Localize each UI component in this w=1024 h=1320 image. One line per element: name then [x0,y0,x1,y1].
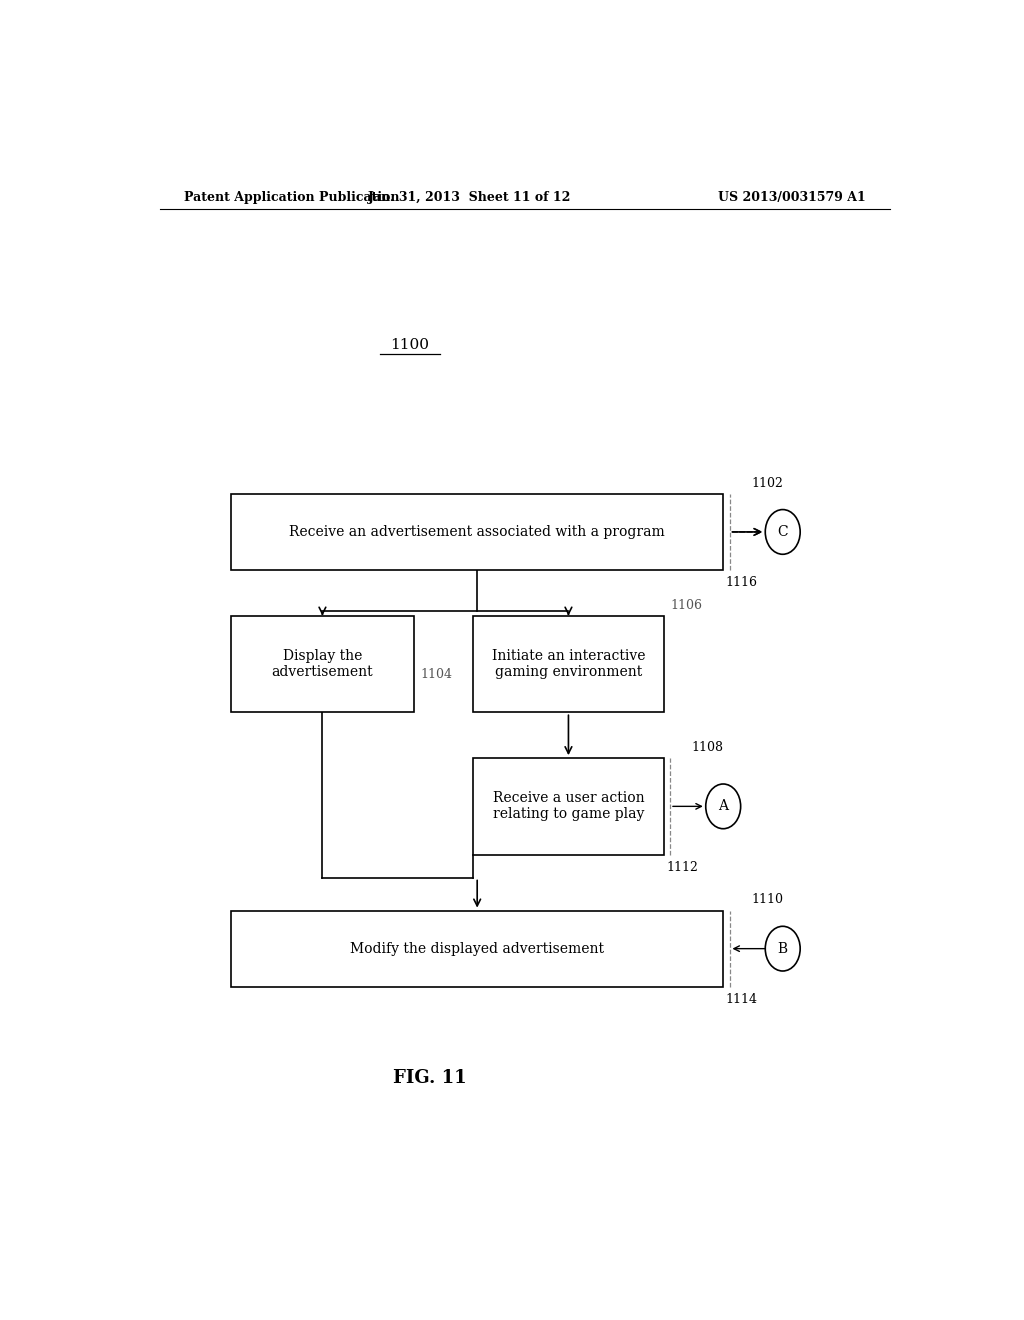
Text: 1112: 1112 [666,861,698,874]
FancyBboxPatch shape [473,758,664,854]
Text: FIG. 11: FIG. 11 [393,1069,466,1088]
Text: 1106: 1106 [670,599,702,611]
Text: Jan. 31, 2013  Sheet 11 of 12: Jan. 31, 2013 Sheet 11 of 12 [368,190,571,203]
Circle shape [765,510,800,554]
Text: Patent Application Publication: Patent Application Publication [183,190,399,203]
Text: 1100: 1100 [390,338,429,351]
FancyBboxPatch shape [231,615,414,713]
Text: 1116: 1116 [726,576,758,589]
Circle shape [706,784,740,829]
Text: Receive a user action
relating to game play: Receive a user action relating to game p… [493,791,644,821]
Text: 1108: 1108 [691,741,724,754]
Text: 1114: 1114 [726,993,758,1006]
Text: Modify the displayed advertisement: Modify the displayed advertisement [350,941,604,956]
FancyBboxPatch shape [231,911,723,987]
Text: B: B [777,941,787,956]
Text: 1104: 1104 [420,668,452,681]
Text: Initiate an interactive
gaming environment: Initiate an interactive gaming environme… [492,649,645,680]
Text: C: C [777,525,788,539]
Text: 1110: 1110 [751,894,783,907]
FancyBboxPatch shape [231,494,723,570]
Text: Display the
advertisement: Display the advertisement [271,649,373,680]
Circle shape [765,927,800,972]
FancyBboxPatch shape [473,615,664,713]
Text: 1102: 1102 [751,477,783,490]
Text: Receive an advertisement associated with a program: Receive an advertisement associated with… [290,525,665,539]
Text: A: A [718,800,728,813]
Text: US 2013/0031579 A1: US 2013/0031579 A1 [718,190,866,203]
